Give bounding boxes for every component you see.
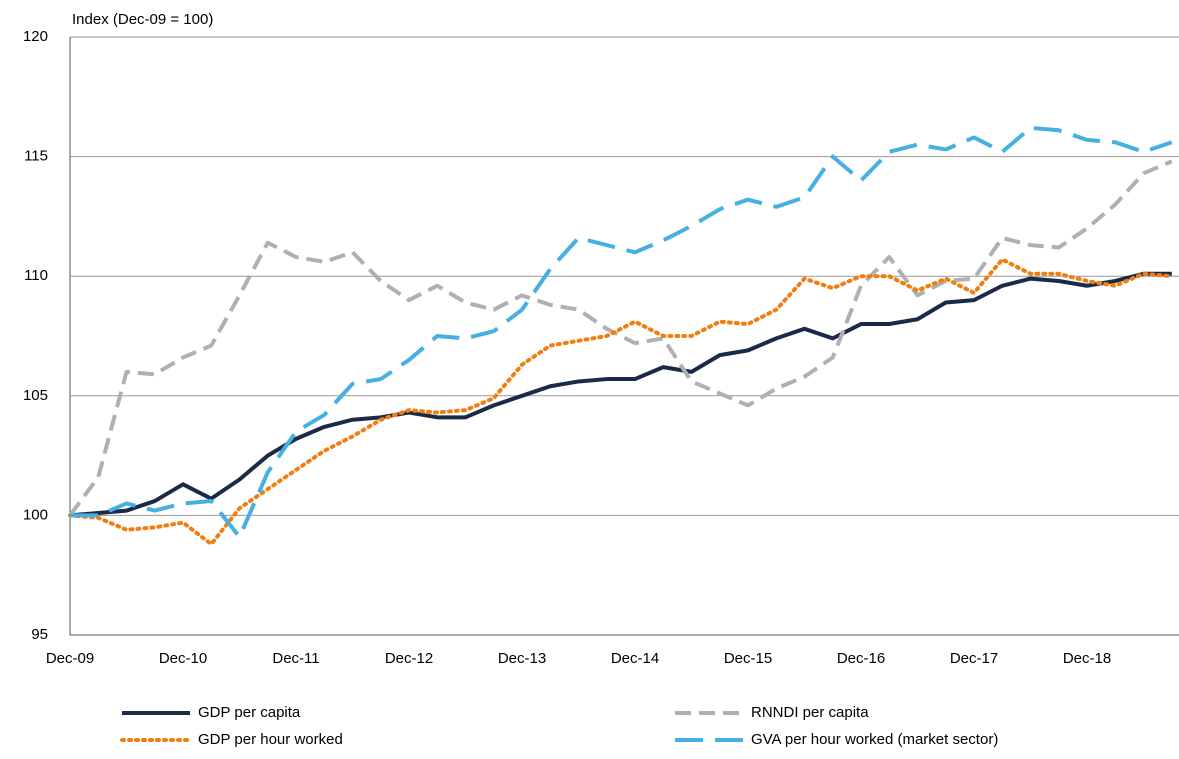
y-tick-label: 95 [31, 626, 48, 643]
x-tick-label: Dec-15 [724, 650, 772, 667]
y-tick-label: 100 [23, 506, 48, 523]
series-line [69, 271, 1172, 518]
x-tick-label: Dec-14 [611, 650, 659, 667]
x-tick-label: Dec-09 [46, 650, 94, 667]
y-tick-label: 115 [24, 148, 48, 165]
series-line [68, 257, 1174, 547]
series-line [68, 159, 1173, 517]
x-tick-label: Dec-18 [1063, 650, 1111, 667]
legend-label: GVA per hour worked (market sector) [751, 731, 998, 748]
x-tick-label: Dec-16 [837, 650, 885, 667]
y-tick-label: 120 [23, 28, 48, 45]
series-line [70, 125, 1173, 539]
y-axis-title: Index (Dec-09 = 100) [72, 11, 213, 28]
x-tick-label: Dec-12 [385, 650, 433, 667]
x-tick-label: Dec-11 [272, 650, 319, 667]
x-tick-label: Dec-10 [159, 650, 207, 667]
y-tick-label: 105 [23, 387, 48, 404]
legend-label: RNNDI per capita [751, 704, 869, 721]
y-tick-label: 110 [24, 267, 48, 284]
legend-label: GDP per capita [198, 704, 301, 721]
x-tick-label: Dec-17 [950, 650, 998, 667]
x-tick-label: Dec-13 [498, 650, 546, 667]
legend-label: GDP per hour worked [198, 731, 343, 748]
